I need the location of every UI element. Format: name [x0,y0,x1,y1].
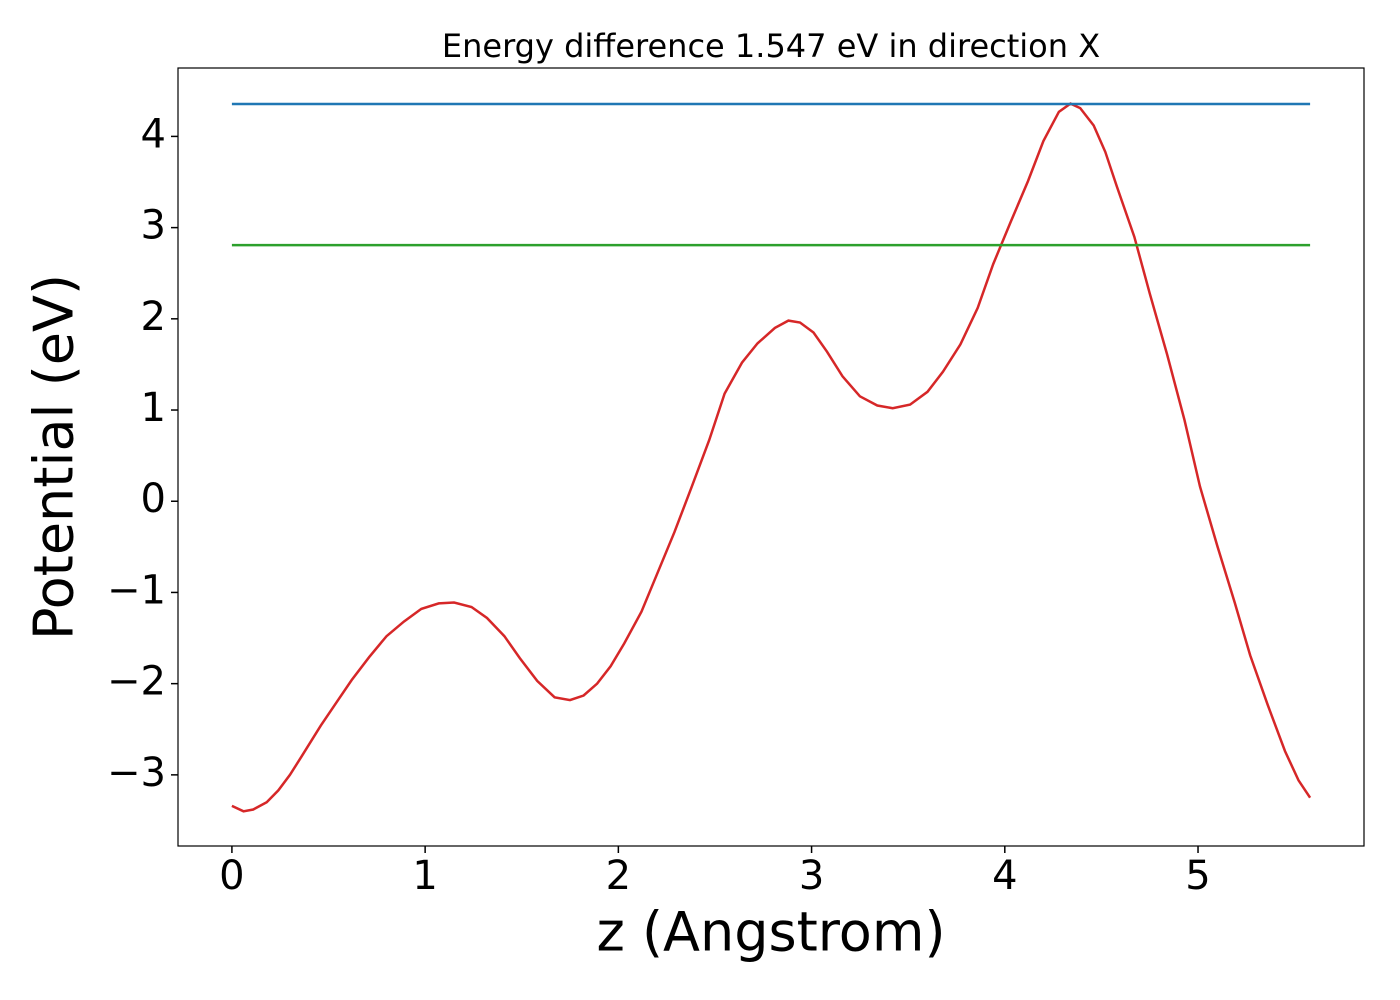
x-tick-label: 0 [219,853,244,899]
y-tick-label: −2 [107,659,166,705]
x-tick-label: 2 [606,853,631,899]
y-tick-label: 3 [141,203,166,249]
y-tick-label: 0 [141,476,166,522]
plot-frame [177,67,1365,847]
y-tick-label: 2 [141,294,166,340]
x-tick-label: 4 [992,853,1017,899]
x-tick-label: 3 [799,853,824,899]
chart-title: Energy difference 1.547 eV in direction … [442,27,1100,65]
y-axis-label: Potential (eV) [23,274,86,640]
y-tick-label: 4 [141,111,166,157]
x-tick-label: 5 [1185,853,1210,899]
y-tick-label: 1 [141,385,166,431]
line-series [231,102,1312,813]
x-tick-label: 1 [412,853,437,899]
x-axis-label: z (Angstrom) [596,901,945,964]
y-tick-label: −1 [107,567,166,613]
y-tick-label: −3 [107,750,166,796]
